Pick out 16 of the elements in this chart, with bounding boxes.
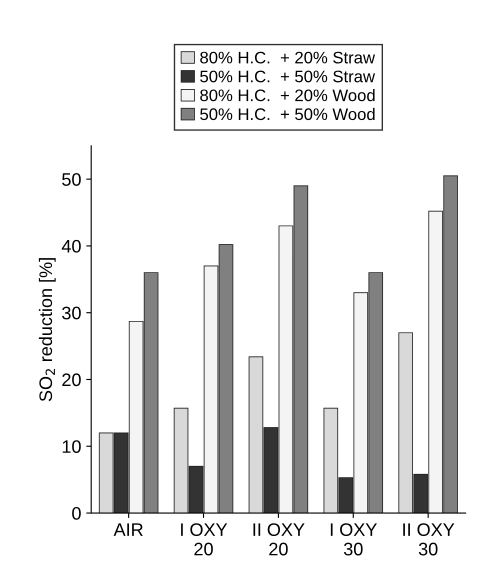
x-tick-label: I OXY 20 [181,523,228,556]
x-tick-label: II OXY 20 [253,523,305,556]
x-tick-label: I OXY 30 [330,523,377,556]
y-axis-title: SO$_{2}$ reduction [%] [38,258,56,402]
y-tick-label: 50 [62,173,81,186]
y-tick-label: 10 [62,440,81,453]
legend-label: 80% H.C. + 20% Straw [200,52,376,64]
x-tick-label: AIR [114,523,143,536]
legend-label: 50% H.C. + 50% Straw [200,70,376,82]
y-tick-label: 0 [72,506,81,520]
y-tick-label: 30 [62,306,81,320]
legend-label: 50% H.C. + 50% Wood [200,108,375,120]
y-tick-label: 20 [62,373,81,386]
y-tick-label: 40 [62,240,81,253]
legend-label: 80% H.C. + 20% Wood [200,89,375,102]
x-tick-label: II OXY 30 [403,523,454,556]
